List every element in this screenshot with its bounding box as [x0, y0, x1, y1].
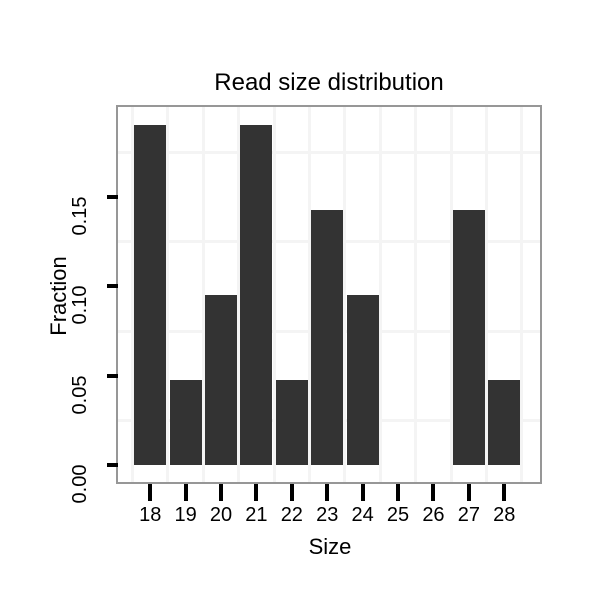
bar-size-23: [311, 209, 344, 466]
minor-gridline-horizontal: [118, 151, 540, 155]
x-tick-23: [325, 484, 330, 501]
y-tick-label-0.05: 0.05: [69, 375, 91, 415]
x-tick-label-26: 26: [422, 504, 445, 526]
minor-gridline-vertical: [131, 107, 134, 482]
minor-gridline-vertical: [378, 107, 382, 482]
bar-size-20: [205, 295, 238, 466]
bar-size-27: [452, 209, 485, 466]
plot-panel: [116, 105, 542, 484]
x-tick-label-22: 22: [280, 504, 303, 526]
y-tick-0.05: [107, 373, 118, 378]
x-tick-label-21: 21: [245, 504, 268, 526]
x-tick-21: [254, 484, 259, 501]
bar-size-28: [488, 380, 521, 466]
minor-gridline-vertical: [166, 107, 170, 482]
minor-gridline-vertical: [520, 107, 524, 482]
x-tick-19: [183, 484, 188, 501]
x-tick-20: [219, 484, 224, 501]
bar-size-18: [134, 124, 167, 466]
y-tick-label-0.10: 0.10: [69, 285, 91, 325]
minor-gridline-vertical: [414, 107, 418, 482]
y-tick-0.15: [107, 195, 118, 200]
x-tick-26: [431, 484, 436, 501]
x-tick-28: [502, 484, 507, 501]
x-tick-25: [396, 484, 401, 501]
bar-size-22: [275, 380, 308, 466]
minor-gridline-vertical: [308, 107, 312, 482]
minor-gridline-vertical: [201, 107, 205, 482]
minor-gridline-vertical: [237, 107, 241, 482]
y-tick-0.10: [107, 284, 118, 289]
x-tick-label-24: 24: [351, 504, 374, 526]
minor-gridline-vertical: [485, 107, 489, 482]
x-tick-label-25: 25: [386, 504, 410, 526]
y-tick-label-0.00: 0.00: [69, 464, 91, 504]
y-tick-0.00: [107, 463, 118, 468]
minor-gridline-vertical: [272, 107, 276, 482]
x-tick-18: [148, 484, 153, 501]
bar-size-19: [169, 380, 202, 466]
minor-gridline-vertical: [449, 107, 453, 482]
x-axis-title: Size: [308, 534, 352, 559]
x-tick-label-18: 18: [139, 504, 162, 526]
x-tick-24: [360, 484, 365, 501]
bar-size-24: [346, 295, 379, 466]
x-tick-label-20: 20: [209, 504, 233, 526]
x-tick-22: [289, 484, 294, 501]
y-tick-label-0.15: 0.15: [69, 196, 91, 236]
x-tick-27: [466, 484, 471, 501]
chart-title: Read size distribution: [214, 69, 444, 96]
x-tick-label-19: 19: [174, 504, 197, 526]
x-tick-label-27: 27: [457, 504, 480, 526]
x-tick-label-28: 28: [493, 504, 516, 526]
x-tick-label-23: 23: [316, 504, 339, 526]
bar-size-21: [240, 124, 273, 466]
minor-gridline-vertical: [343, 107, 347, 482]
